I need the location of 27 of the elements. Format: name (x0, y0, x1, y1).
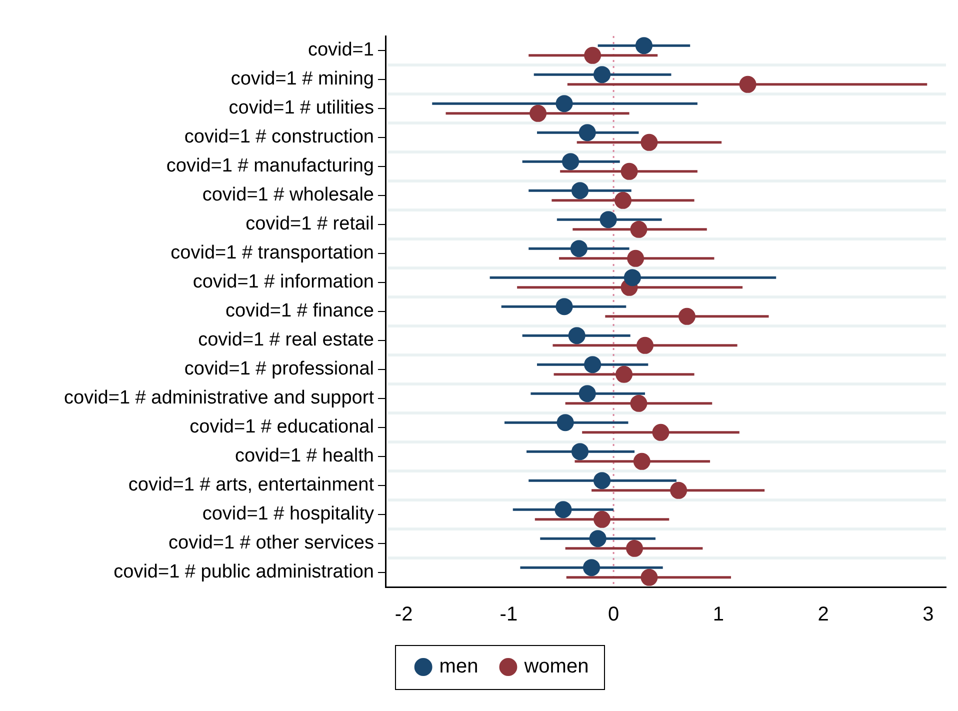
x-tick-label: 2 (818, 604, 829, 626)
legend-label: women (523, 656, 589, 678)
y-tick-label: covid=1 # professional (184, 358, 374, 380)
y-tick-label: covid=1 # wholesale (202, 184, 374, 206)
y-tick-label: covid=1 # manufacturing (166, 156, 374, 177)
y-tick-label: covid=1 # mining (230, 68, 374, 90)
y-tick-label: covid=1 # construction (184, 126, 374, 148)
legend-label: men (439, 656, 478, 678)
x-tick-label: -2 (394, 604, 413, 626)
y-tick-label: covid=1 # arts, entertainment (128, 474, 375, 496)
y-tick-label: covid=1 # finance (226, 300, 374, 322)
y-tick-label: covid=1 # transportation (170, 242, 374, 264)
x-tick-label: -1 (500, 604, 518, 626)
y-tick-label: covid=1 # administrative and support (64, 388, 375, 409)
x-tick-label: 1 (712, 604, 724, 626)
y-tick-label: covid=1 # health (235, 446, 374, 467)
y-tick-label: covid=1 # retail (246, 214, 374, 235)
y-tick-label: covid=1 # hospitality (202, 504, 374, 525)
x-tick-label: 0 (608, 604, 620, 626)
y-tick-label: covid=1 # public administration (114, 562, 374, 583)
y-tick-label: covid=1 # information (192, 272, 374, 293)
y-tick-label: covid=1 # real estate (198, 330, 374, 351)
x-tick-label: 3 (922, 604, 934, 626)
y-tick-label: covid=1 (308, 40, 374, 61)
y-tick-label: covid=1 # educational (190, 416, 374, 438)
y-tick-label: covid=1 # other services (168, 532, 374, 554)
y-tick-label: covid=1 # utilities (228, 98, 374, 119)
